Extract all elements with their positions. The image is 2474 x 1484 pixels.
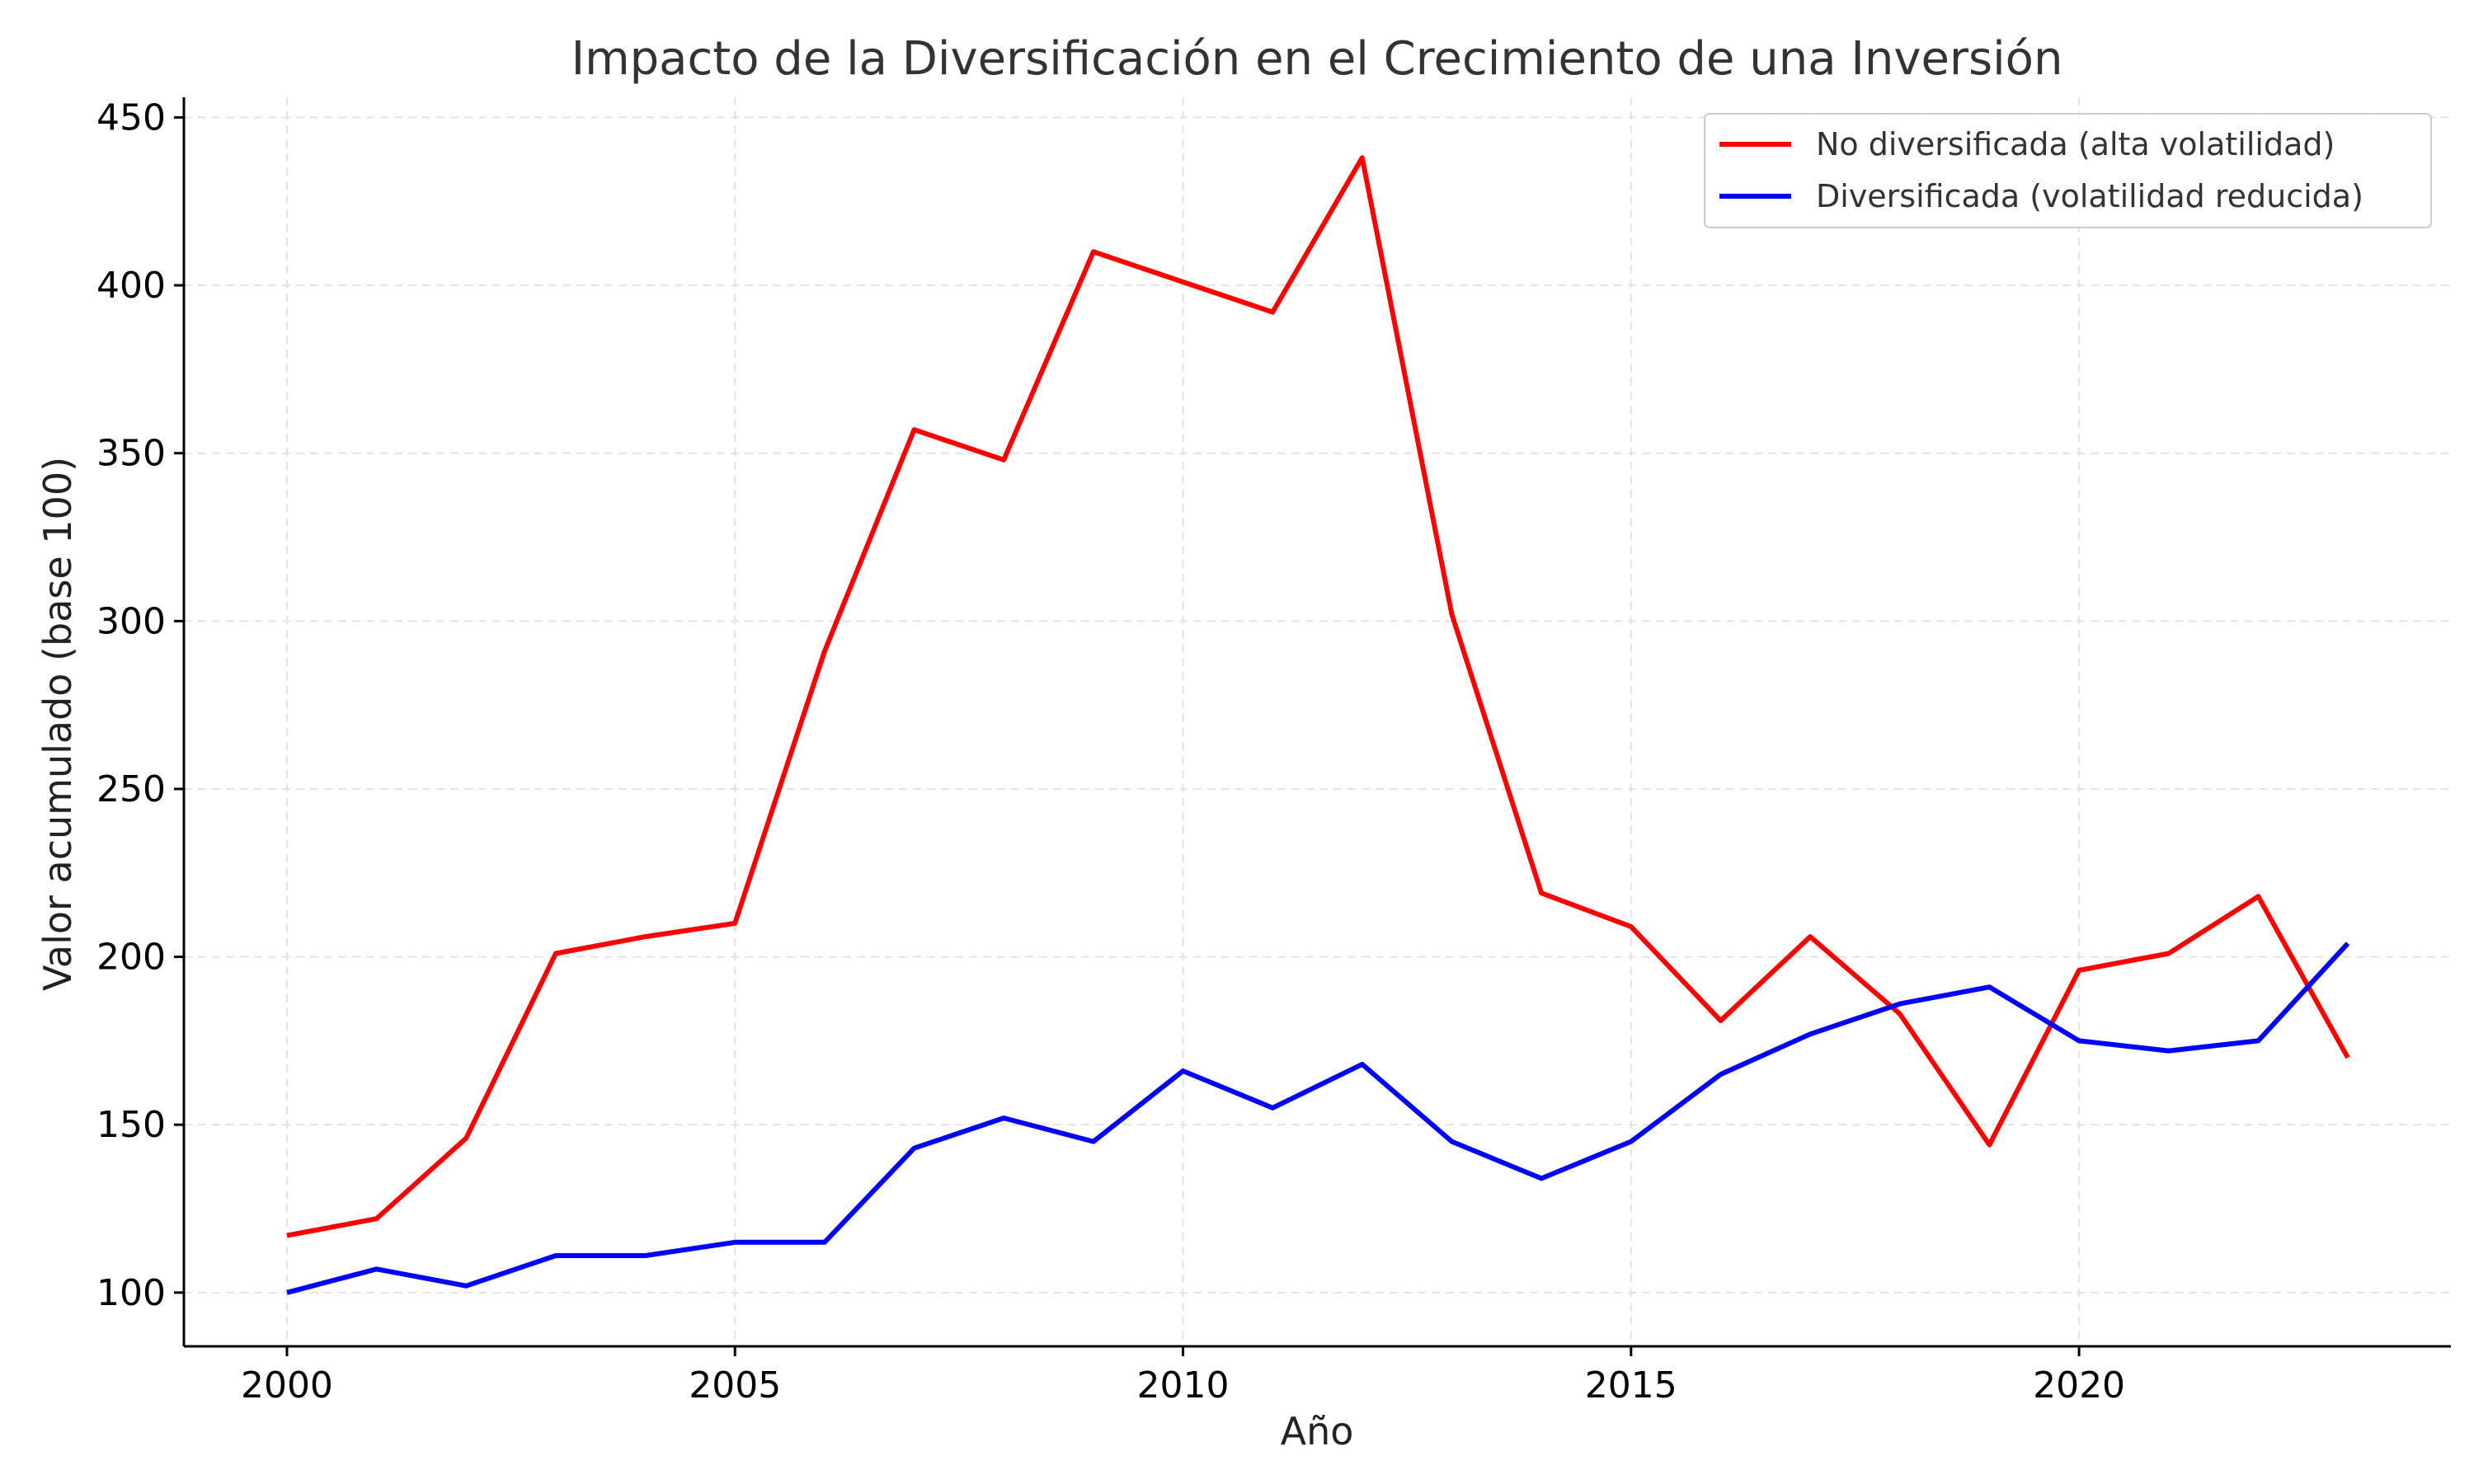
x-tick-label: 2000 — [241, 1364, 333, 1407]
legend-label-no-diversificada: No diversificada (alta volatilidad) — [1816, 126, 2335, 162]
y-tick-label: 150 — [96, 1104, 166, 1146]
series-line-no-diversificada — [286, 155, 2350, 1238]
legend-label-diversificada: Diversificada (volatilidad reducida) — [1816, 178, 2363, 214]
y-tick-label: 300 — [96, 600, 166, 642]
axes-layer — [182, 97, 2451, 1348]
series-line-diversificada — [286, 942, 2350, 1295]
x-tick-label: 2015 — [1585, 1364, 1677, 1407]
x-tick-label: 2010 — [1137, 1364, 1230, 1407]
y-tick-label: 100 — [96, 1272, 166, 1314]
y-tick-label: 350 — [96, 433, 166, 475]
x-tick-label: 2005 — [689, 1364, 781, 1407]
chart-title: Impacto de la Diversificación en el Crec… — [571, 32, 2063, 86]
y-tick-label: 250 — [96, 768, 166, 810]
y-axis-title: Valor acumulado (base 100) — [35, 457, 80, 991]
grid-layer — [184, 97, 2451, 1346]
legend-box — [1704, 113, 2432, 228]
y-tick-label: 400 — [96, 265, 166, 307]
x-tick-label: 2020 — [2033, 1364, 2125, 1407]
ticks-layer: 2000 2005 2010 2015 2020 100 150 200 250 300 350 40… — [96, 96, 2125, 1407]
legend: No diversificada (alta volatilidad) Dive… — [1704, 113, 2432, 228]
x-axis-title: Año — [1281, 1409, 1354, 1453]
series-layer — [286, 155, 2350, 1295]
y-tick-label: 200 — [96, 937, 166, 979]
y-tick-label: 450 — [96, 96, 166, 139]
